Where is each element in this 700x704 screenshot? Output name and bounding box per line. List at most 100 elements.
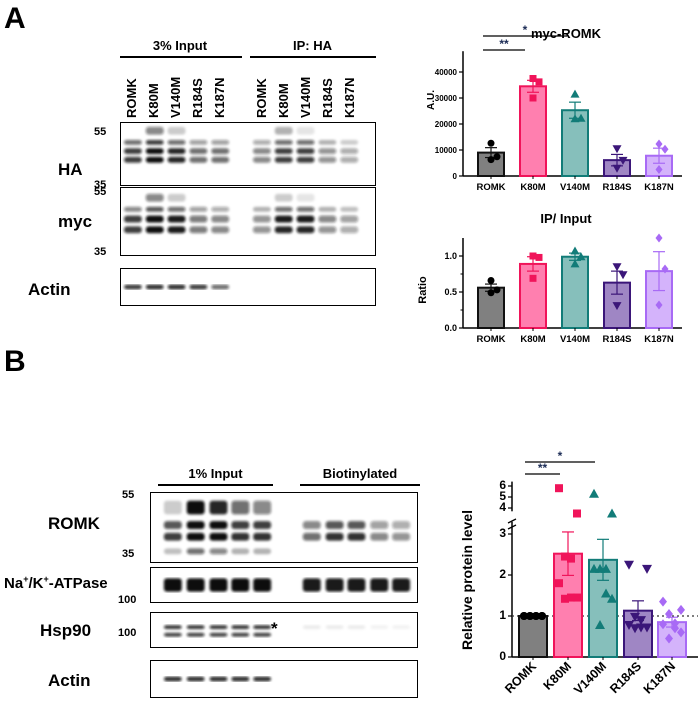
group-underline [250, 56, 376, 58]
chart-myc-romk: myc-ROMK A.U. 0 10000 20000 30000 40000 ROMK K80… [426, 23, 682, 193]
blot-band [189, 156, 208, 163]
y-axis-label: A.U. [426, 90, 437, 110]
data-point [624, 621, 634, 631]
blot-label-ha: HA [58, 160, 83, 179]
blot-band [186, 676, 205, 682]
blot-band [163, 578, 182, 592]
x-tick-label: K80M [541, 659, 574, 692]
blot-hsp90 [150, 612, 418, 648]
blot-band [145, 206, 164, 212]
group-header-ip: IP: HA [293, 38, 332, 53]
y-tick-label: 0 [453, 172, 458, 181]
blot-band [340, 226, 359, 234]
group-underline [300, 484, 420, 486]
blot-band [145, 126, 164, 135]
blot-band [347, 532, 366, 541]
group-underline [120, 56, 242, 58]
data-point [659, 596, 667, 607]
blot-band [370, 625, 389, 630]
mw-marker: 35 [94, 246, 107, 258]
data-point [655, 139, 663, 149]
lane-label: R184S [320, 78, 335, 118]
bar-romk [518, 615, 548, 658]
data-point [659, 619, 667, 630]
data-point [595, 620, 605, 630]
blot-band [209, 632, 228, 637]
blot-band [189, 139, 208, 145]
mw-marker: 35 [122, 548, 135, 560]
data-point [576, 252, 586, 261]
data-point [589, 563, 599, 573]
blot-band [211, 156, 230, 163]
blot-band [211, 215, 230, 223]
lane-label: K187N [212, 77, 227, 118]
data-point [636, 616, 646, 626]
blot-band [163, 625, 182, 630]
blot-band [253, 625, 272, 630]
blot-band [189, 206, 208, 212]
mw-marker: 55 [94, 126, 107, 138]
blot-band [123, 215, 142, 223]
blot-na-k-atpase [150, 567, 418, 603]
blot-band [302, 521, 321, 529]
chart-title: myc-ROMK [531, 26, 602, 41]
data-point [677, 627, 685, 638]
x-tick-label: K187N [641, 659, 678, 696]
x-tick-label: K80M [520, 182, 545, 193]
blot-band [252, 215, 271, 223]
blot-band [167, 206, 186, 212]
blot-band [325, 532, 344, 541]
blot-band [209, 625, 228, 630]
blot-band [211, 148, 230, 154]
blot-label-actin: Actin [48, 671, 91, 690]
blot-band [211, 284, 230, 290]
blot-band [302, 578, 321, 592]
y-tick-label: 4 [499, 500, 506, 514]
x-tick-label: ROMK [502, 659, 539, 696]
blot-band [296, 226, 315, 234]
data-point [677, 604, 685, 615]
data-point [576, 113, 586, 122]
blot-band [163, 548, 182, 555]
data-point [555, 484, 563, 493]
x-tick-label: V140M [560, 334, 590, 345]
data-point [570, 89, 580, 98]
lane-label: ROMK [254, 78, 269, 118]
blot-band [231, 578, 250, 592]
data-point [642, 623, 652, 633]
blot-band [253, 532, 272, 541]
blot-band [253, 578, 272, 592]
data-point [487, 156, 495, 164]
data-point [601, 563, 611, 573]
data-point [570, 114, 580, 123]
blot-band [145, 139, 164, 145]
blot-band [231, 625, 250, 630]
blot-band [274, 226, 293, 234]
blot-band [189, 148, 208, 154]
blot-band [123, 156, 142, 163]
data-point [561, 552, 569, 561]
blot-band [209, 578, 228, 592]
blot-band [340, 206, 359, 212]
blot-band [209, 521, 228, 529]
x-tick-label: R184S [607, 659, 644, 696]
x-tick-label: K187N [644, 334, 674, 345]
blot-band [318, 148, 337, 154]
blot-band [296, 193, 315, 202]
blot-band [163, 676, 182, 682]
blot-band [123, 206, 142, 212]
blot-actin [120, 268, 376, 306]
significance-label: ** [538, 461, 548, 475]
blot-band [252, 148, 271, 154]
blot-band [186, 625, 205, 630]
mw-marker: 100 [118, 627, 137, 639]
blot-band [392, 532, 411, 541]
data-point [570, 246, 580, 255]
data-point [665, 633, 673, 644]
data-point [493, 286, 501, 294]
blot-band [253, 632, 272, 637]
data-point [561, 594, 569, 603]
blot-band [274, 139, 293, 145]
blot-band [209, 676, 228, 682]
blot-band [252, 139, 271, 145]
